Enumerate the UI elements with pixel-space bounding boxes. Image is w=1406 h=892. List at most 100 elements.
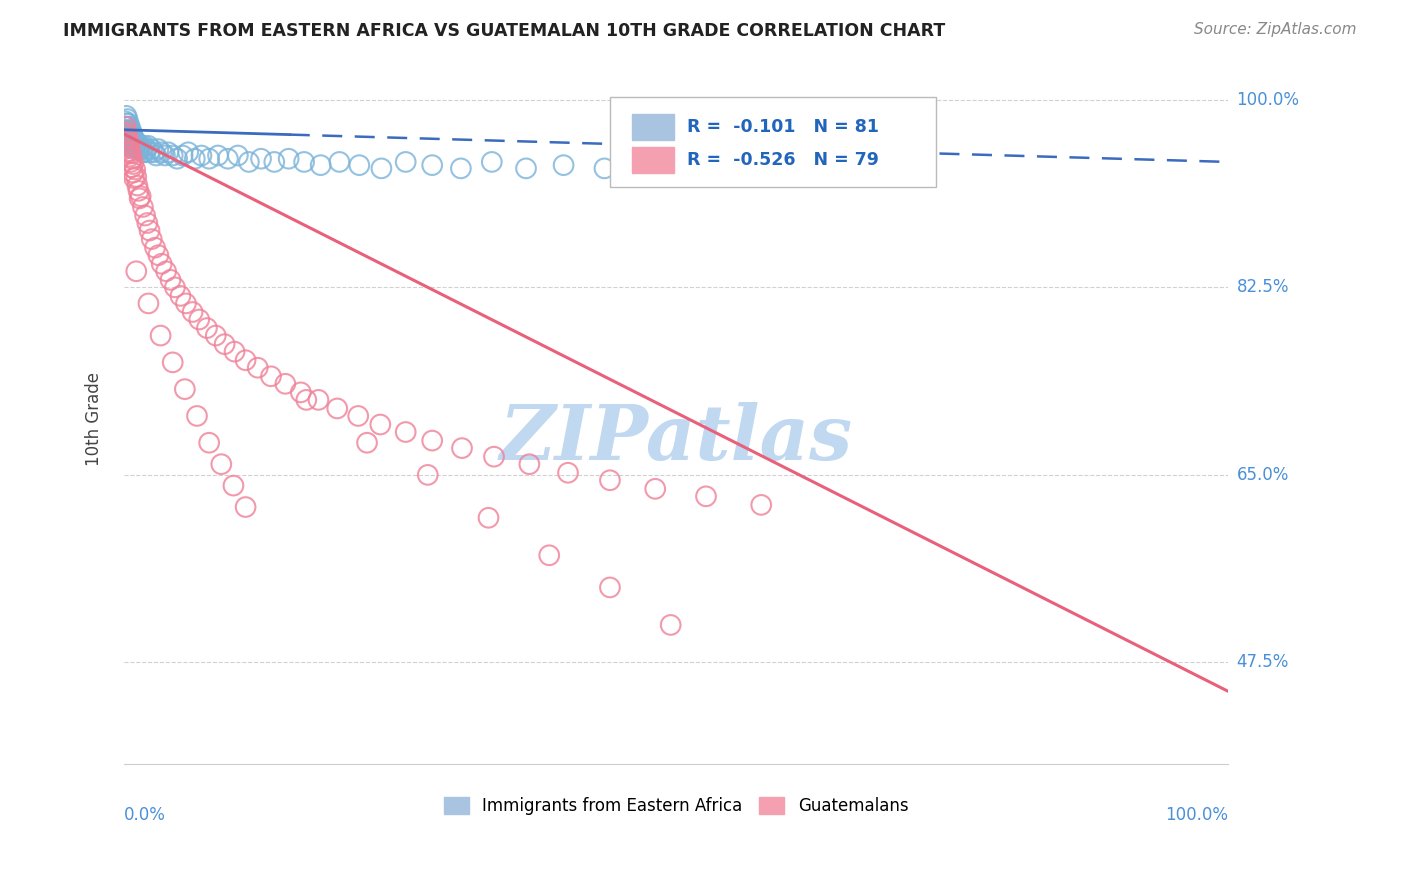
Point [118,141,141,155]
Point [204,328,226,343]
Point [177,145,200,160]
Point [142,145,165,160]
Point [184,152,207,166]
Point [127,184,149,198]
Point [122,139,145,153]
Point [114,120,136,134]
Point [260,369,283,384]
Point [150,145,173,160]
Point [121,161,143,175]
Point [292,155,315,169]
Point [235,353,257,368]
Point [157,145,180,160]
Point [114,114,136,128]
Text: R =  -0.526   N = 79: R = -0.526 N = 79 [688,152,879,169]
Point [169,289,191,303]
Point [122,132,145,146]
Point [326,401,349,416]
Point [118,127,141,141]
Point [117,137,139,152]
Text: 0.0%: 0.0% [124,805,166,823]
Point [148,248,170,262]
Point [118,120,141,134]
Point [162,148,184,162]
Point [122,157,145,171]
Point [134,145,156,160]
Text: 100.0%: 100.0% [1166,805,1229,823]
Point [274,376,297,391]
Point [416,467,439,482]
Point [117,126,139,140]
Point [132,200,155,214]
Point [195,321,218,335]
Point [477,510,499,524]
Text: 100.0%: 100.0% [1237,91,1299,109]
Point [117,132,139,146]
Point [122,129,145,144]
Point [138,145,160,160]
Point [295,392,318,407]
Point [174,296,197,310]
Point [553,158,575,172]
FancyBboxPatch shape [633,147,673,173]
Point [277,152,299,166]
Point [328,155,350,169]
Point [141,232,163,246]
Point [117,124,139,138]
Point [127,136,149,150]
Point [127,178,149,193]
Point [155,264,177,278]
Point [120,146,142,161]
Point [115,129,138,144]
Point [122,136,145,150]
Point [368,417,391,432]
Point [114,127,136,141]
Point [117,145,139,159]
Point [115,124,138,138]
Text: R =  -0.101   N = 81: R = -0.101 N = 81 [688,118,879,136]
Point [224,344,246,359]
Point [115,125,138,139]
FancyBboxPatch shape [610,97,935,187]
Point [121,132,143,146]
Point [143,241,166,255]
Point [145,148,167,162]
Text: Source: ZipAtlas.com: Source: ZipAtlas.com [1194,22,1357,37]
Point [115,134,138,148]
Point [117,120,139,134]
Point [118,139,141,153]
Point [214,337,236,351]
Point [131,142,153,156]
Point [121,126,143,140]
Point [557,466,579,480]
Point [128,142,150,156]
Point [695,489,717,503]
Point [120,129,142,144]
Point [117,130,139,145]
Point [347,409,370,423]
Point [235,500,257,514]
Point [149,328,172,343]
Point [117,146,139,161]
Point [118,150,141,164]
Point [796,164,818,178]
Point [659,618,682,632]
Point [132,145,155,160]
Point [172,148,194,162]
Point [114,120,136,134]
Point [124,136,146,150]
Point [593,161,616,176]
Point [198,152,221,166]
Point [173,382,195,396]
Point [644,482,666,496]
Point [150,257,173,271]
Point [125,139,148,153]
Point [538,549,561,563]
Text: ZIPatlas: ZIPatlas [499,402,853,476]
Point [117,112,139,126]
Point [517,457,540,471]
Point [198,435,221,450]
Point [128,191,150,205]
Point [482,450,505,464]
Point [118,132,141,146]
